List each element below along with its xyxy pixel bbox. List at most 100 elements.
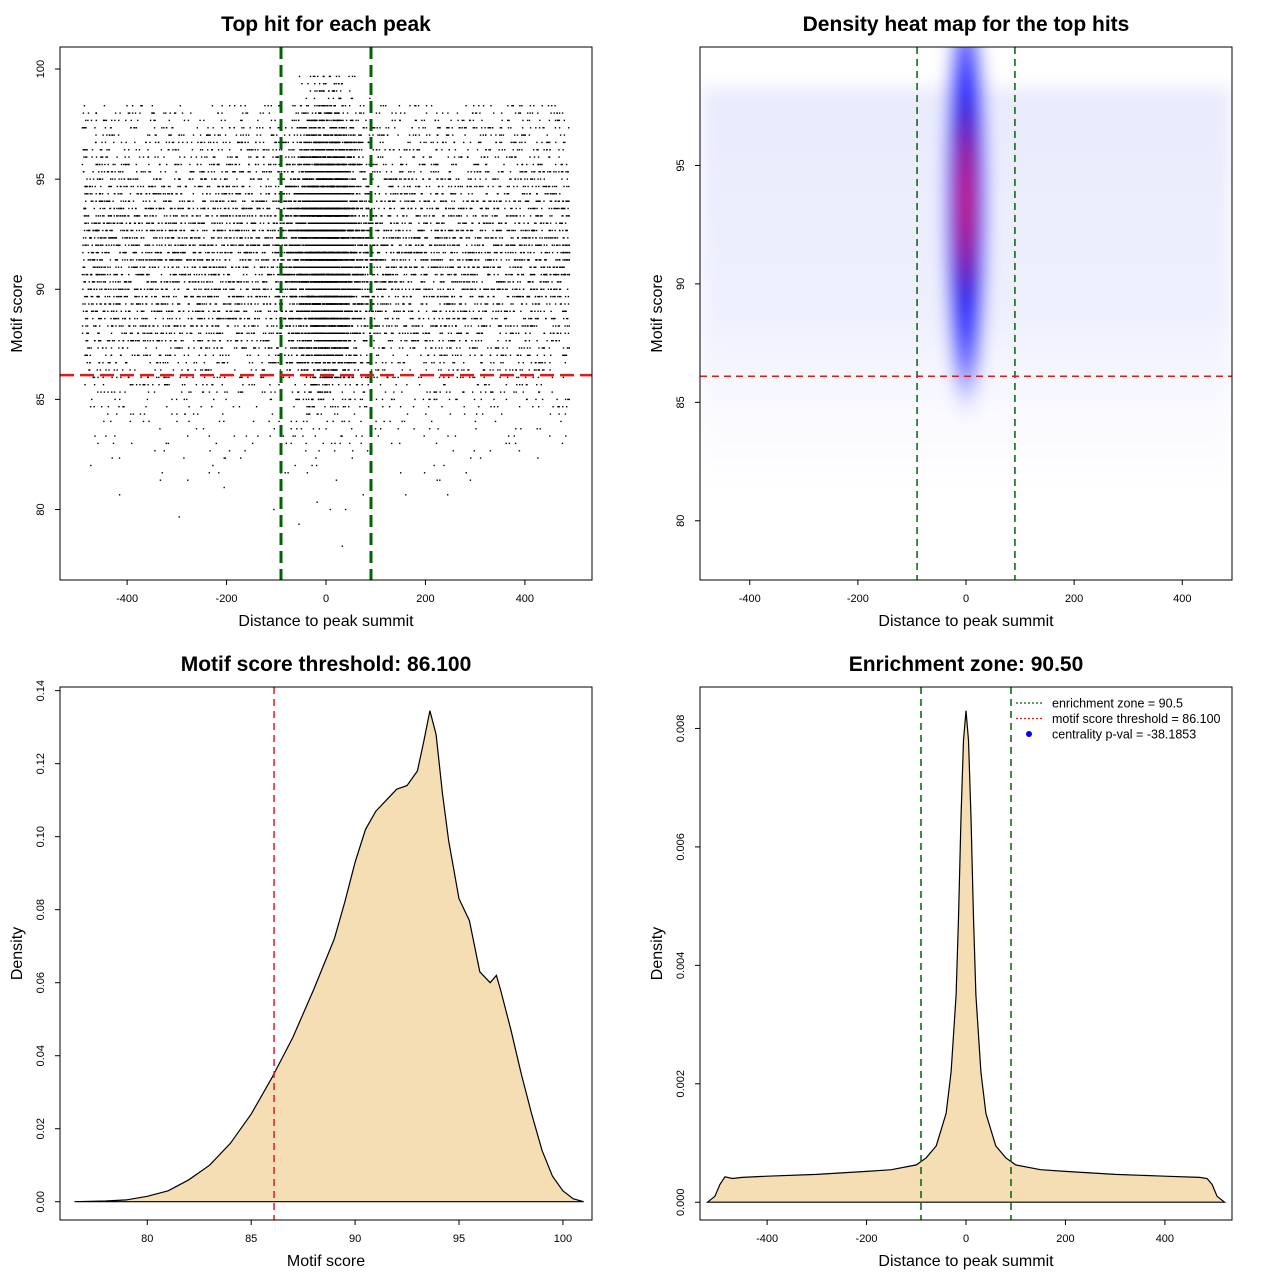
scatter-point (337, 259, 340, 261)
scatter-point (320, 193, 322, 195)
scatter-point (294, 384, 296, 386)
scatter-point (323, 391, 326, 393)
scatter-point (344, 141, 346, 144)
scatter-point (319, 149, 321, 151)
scatter-point (334, 119, 336, 122)
scatter-point (335, 295, 338, 298)
scatter-point (362, 251, 365, 254)
scatter-point (321, 171, 323, 173)
scatter-point (314, 83, 316, 85)
scatter-point (307, 112, 309, 114)
scatter-point (323, 251, 325, 254)
scatter-point (341, 83, 343, 85)
scatter-point (311, 332, 313, 334)
scatter-point (349, 244, 351, 246)
scatter-point (343, 266, 345, 268)
scatter-point (296, 193, 298, 195)
scatter-point (335, 127, 338, 129)
scatter-point (309, 90, 312, 92)
scatter-point (315, 354, 318, 356)
scatter-point (287, 207, 289, 210)
scatter-point (363, 303, 365, 305)
scatter-point (342, 347, 344, 349)
scatter-point (357, 141, 360, 144)
scatter-point (330, 340, 332, 342)
scatter-point (360, 237, 362, 239)
scatter-point (363, 281, 365, 283)
scatter-point (352, 450, 354, 452)
scatter-point (304, 281, 307, 283)
scatter-point (322, 398, 325, 401)
scatter-point (318, 428, 320, 430)
scatter-point (305, 193, 308, 195)
scatter-point (373, 317, 376, 320)
scatter-point (323, 340, 325, 342)
scatter-point (322, 178, 324, 180)
scatter-point (303, 303, 305, 305)
scatter-point (345, 281, 347, 283)
scatter-point (305, 332, 307, 334)
scatter-point (318, 90, 321, 92)
scatter-point (345, 244, 348, 246)
scatter-point (356, 384, 359, 386)
scatter-point (303, 281, 306, 283)
scatter-point (310, 340, 312, 342)
scatter-point (373, 340, 375, 342)
scatter-point (334, 413, 336, 415)
scatter-point (294, 200, 296, 202)
scatter-point (329, 244, 331, 246)
scatter-point (288, 215, 290, 217)
scatter-point (290, 362, 292, 364)
scatter-point (308, 340, 310, 342)
scatter-point (341, 215, 343, 217)
scatter-point (340, 222, 343, 224)
scatter-point (303, 362, 305, 364)
scatter-point (311, 163, 313, 166)
scatter-point (321, 207, 323, 210)
scatter-point (297, 112, 299, 114)
scatter-point (304, 149, 306, 151)
scatter-point (312, 259, 314, 261)
scatter-point (342, 237, 344, 239)
scatter-point (301, 273, 303, 276)
scatter-point (314, 273, 316, 276)
scatter-point (295, 420, 298, 423)
scatter-point (310, 266, 312, 268)
scatter-point (312, 251, 315, 254)
scatter-point (300, 259, 302, 261)
scatter-point (289, 259, 291, 261)
scatter-point (348, 406, 350, 408)
scatter-point (324, 105, 326, 107)
scatter-point (327, 97, 330, 100)
scatter-point (340, 435, 342, 437)
scatter-point (320, 200, 322, 202)
scatter-point (353, 295, 355, 298)
scatter-point (339, 178, 342, 180)
scatter-point (324, 141, 326, 144)
scatter-point (313, 347, 316, 349)
scatter-point (338, 281, 340, 283)
scatter-point (353, 354, 355, 356)
scatter-point (338, 97, 340, 100)
scatter-point (344, 185, 346, 188)
scatter-point (318, 273, 320, 276)
scatter-point (330, 354, 332, 356)
scatter-point (354, 244, 356, 246)
scatter-point (318, 450, 320, 452)
scatter-point (344, 310, 346, 312)
scatter-point (326, 119, 328, 122)
scatter-point (366, 244, 368, 246)
scatter-point (300, 141, 302, 144)
scatter-point (326, 193, 329, 195)
scatter-point (321, 119, 323, 122)
scatter-point (350, 200, 352, 202)
scatter-point (310, 215, 313, 217)
scatter-point (302, 273, 304, 276)
scatter-point (339, 347, 342, 349)
scatter-point (292, 185, 294, 188)
scatter-point (336, 332, 338, 334)
scatter-point (350, 185, 352, 188)
scatter-point (302, 340, 305, 342)
scatter-point (300, 244, 302, 246)
scatter-point (327, 222, 329, 224)
